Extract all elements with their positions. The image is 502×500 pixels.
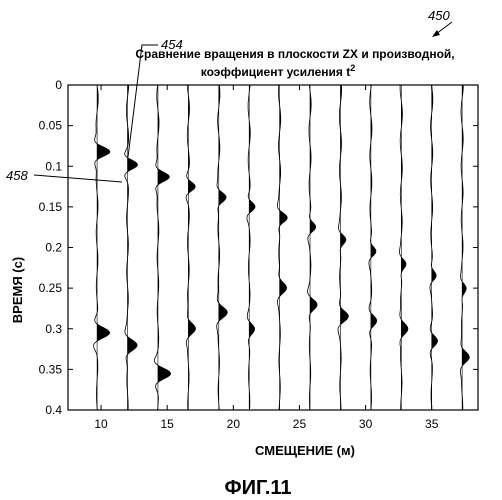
trace — [277, 85, 287, 410]
chart-title-line2: коэффициент усиления t2 — [201, 63, 355, 79]
trace-fill — [340, 85, 348, 410]
x-axis-ticks: 10 15 20 25 30 35 — [94, 85, 438, 431]
trace-wiggle — [94, 85, 110, 410]
y-tick-label: 0.3 — [45, 322, 62, 336]
trace-fill — [401, 85, 408, 410]
trace-wiggle — [338, 85, 348, 410]
plot-frame — [68, 85, 478, 410]
x-tick-label: 30 — [359, 417, 373, 431]
ref-label-454: 454 — [161, 37, 183, 52]
chart-title-superscript: 2 — [350, 63, 355, 73]
y-axis-ticks: 0 0.05 0.1 0.15 0.2 0.25 0.3 0.35 0.4 — [39, 78, 478, 417]
trace — [186, 85, 195, 410]
trace-fill — [310, 85, 317, 410]
trace-wiggle — [186, 85, 195, 410]
trace-wiggle — [430, 85, 438, 410]
y-tick-label: 0 — [55, 78, 62, 92]
ref-label-450: 450 — [428, 8, 450, 23]
x-tick-label: 25 — [293, 417, 307, 431]
trace-fill — [188, 85, 195, 410]
x-tick-label: 35 — [425, 417, 439, 431]
trace — [369, 85, 377, 410]
ref-leader-454 — [128, 45, 158, 157]
ref-label-458: 458 — [6, 168, 28, 183]
x-tick-label: 15 — [161, 417, 175, 431]
ref-arrowhead-450 — [432, 30, 440, 37]
trace-wiggle — [308, 85, 318, 410]
trace-wiggle — [400, 85, 408, 410]
trace-fill — [158, 85, 171, 410]
y-tick-label: 0.1 — [45, 159, 62, 173]
x-axis-title: СМЕЩЕНИЕ (м) — [255, 443, 355, 458]
chart-title-line2-text: коэффициент усиления t — [201, 65, 350, 79]
figure-caption: ФИГ.11 — [225, 477, 292, 499]
x-tick-label: 10 — [94, 417, 108, 431]
trace-fill — [97, 85, 110, 410]
trace — [430, 85, 438, 410]
trace-wiggle — [154, 85, 170, 410]
trace — [338, 85, 348, 410]
y-tick-label: 0.35 — [39, 362, 63, 376]
trace — [308, 85, 318, 410]
y-tick-label: 0.05 — [39, 119, 63, 133]
trace-fill — [219, 85, 228, 410]
trace-wiggle — [277, 85, 287, 410]
ref-arrow-450 — [436, 22, 452, 34]
trace — [94, 85, 110, 410]
y-tick-label: 0.25 — [39, 281, 63, 295]
trace — [217, 85, 228, 410]
trace — [154, 85, 170, 410]
ref-leader-458 — [34, 175, 122, 182]
y-tick-label: 0.4 — [45, 403, 62, 417]
y-axis-title: ВРЕМЯ (с) — [10, 257, 25, 323]
y-tick-label: 0.2 — [45, 241, 62, 255]
trace-fill — [128, 85, 138, 410]
trace-wiggle — [247, 85, 255, 410]
y-tick-label: 0.15 — [39, 200, 63, 214]
chart-title-line1: Сравнение вращения в плоскости ZX и прои… — [135, 47, 454, 61]
trace — [460, 85, 469, 410]
trace — [400, 85, 408, 410]
trace — [247, 85, 255, 410]
trace-fill — [280, 85, 288, 410]
x-tick-label: 20 — [227, 417, 241, 431]
trace-wiggle — [217, 85, 228, 410]
seismic-traces — [94, 85, 470, 410]
trace-fill — [432, 85, 438, 410]
